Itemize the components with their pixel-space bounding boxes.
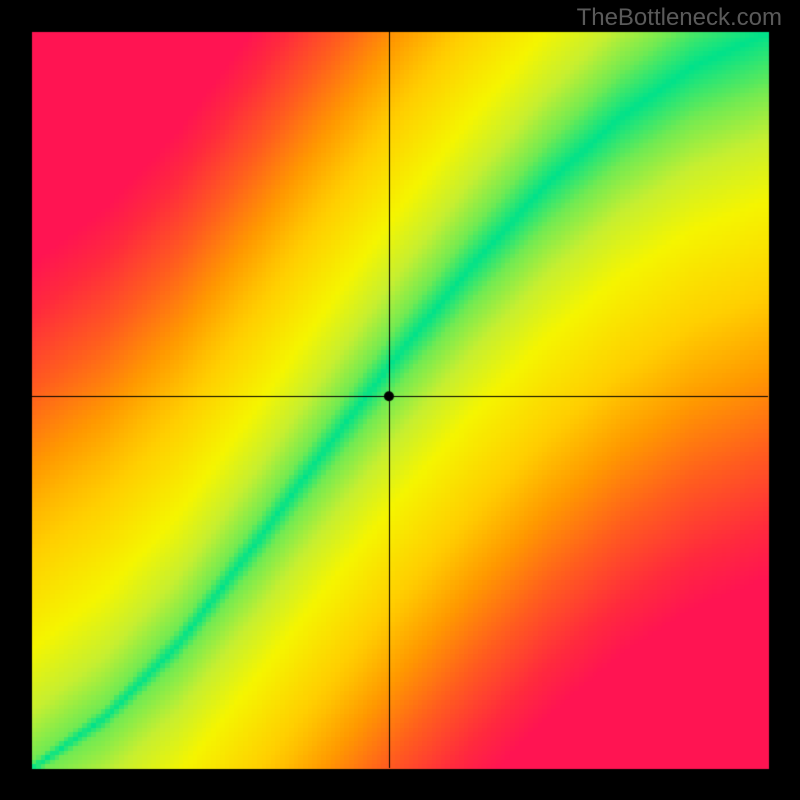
figure-container: TheBottleneck.com [0, 0, 800, 800]
bottleneck-heatmap [0, 0, 800, 800]
